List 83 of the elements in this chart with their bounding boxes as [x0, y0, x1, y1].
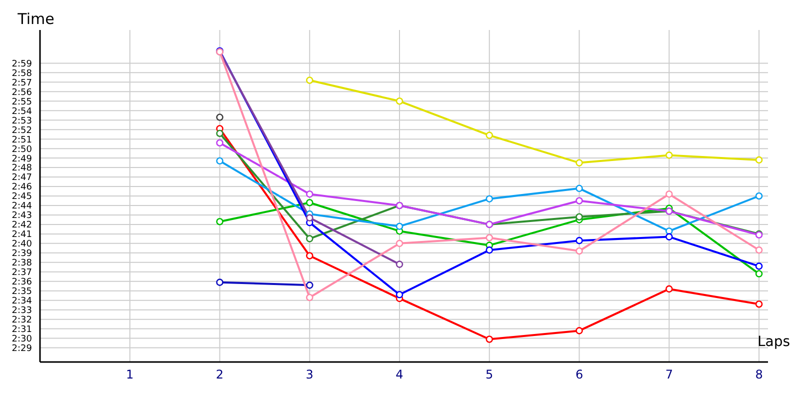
- point: [665, 233, 673, 240]
- point: [396, 222, 404, 230]
- point: [306, 294, 314, 302]
- y-tick-label: 2:43: [12, 211, 32, 222]
- point: [216, 139, 224, 147]
- point: [486, 132, 494, 139]
- x-axis-title: Laps: [757, 334, 790, 350]
- x-tick-label: 1: [126, 368, 134, 382]
- y-tick-label: 2:49: [12, 154, 32, 164]
- y-axis-title: Time: [16, 10, 54, 28]
- point: [396, 291, 404, 298]
- x-tick-label: 5: [486, 368, 494, 382]
- y-tick-label: 2:34: [12, 296, 32, 307]
- point: [576, 213, 583, 221]
- y-tick-label: 2:31: [12, 324, 32, 335]
- point: [306, 235, 314, 242]
- point: [576, 247, 583, 255]
- point: [306, 214, 314, 222]
- x-tick-label: 6: [575, 368, 584, 382]
- y-tick-label: 2:33: [12, 306, 32, 316]
- point: [486, 336, 494, 343]
- point: [396, 240, 404, 248]
- y-tick-label: 2:50: [12, 144, 32, 155]
- point: [665, 152, 673, 159]
- y-tick-label: 2:52: [12, 126, 32, 136]
- point: [755, 300, 763, 308]
- y-tick-label: 2:36: [12, 278, 32, 288]
- x-tick-label: 7: [665, 368, 673, 382]
- point: [755, 270, 763, 278]
- point: [576, 159, 583, 166]
- point: [306, 282, 314, 289]
- point: [306, 76, 314, 84]
- point: [755, 156, 763, 164]
- point: [306, 198, 314, 206]
- point: [216, 157, 224, 165]
- y-tick-label: 2:58: [12, 68, 32, 79]
- y-tick-label: 2:37: [12, 268, 32, 278]
- point: [755, 246, 763, 254]
- y-tick-label: 2:55: [12, 97, 32, 108]
- point: [755, 262, 763, 270]
- y-tick-label: 2:47: [12, 173, 32, 184]
- point: [216, 218, 224, 226]
- point: [396, 97, 404, 105]
- y-tick-label: 2:53: [12, 116, 32, 126]
- y-tick-label: 2:32: [12, 316, 32, 326]
- point: [576, 197, 583, 204]
- point: [396, 260, 404, 268]
- x-tick-label: 8: [755, 368, 763, 382]
- point: [486, 234, 494, 242]
- point: [665, 285, 673, 293]
- y-tick-label: 2:30: [12, 334, 32, 344]
- point: [216, 278, 224, 286]
- x-tick-label: 2: [216, 368, 224, 382]
- y-tick-label: 2:46: [12, 182, 32, 193]
- y-tick-label: 2:40: [12, 240, 32, 250]
- point: [216, 130, 224, 138]
- y-tick-label: 2:45: [12, 192, 32, 202]
- point: [576, 236, 583, 244]
- point: [486, 246, 494, 254]
- y-tick-label: 2:41: [12, 230, 32, 240]
- y-tick-label: 2:35: [12, 287, 32, 298]
- y-tick-label: 2:51: [12, 135, 32, 146]
- y-tick-label: 2:44: [12, 202, 32, 212]
- x-tick-label: 3: [306, 368, 314, 382]
- y-tick-label: 2:42: [12, 220, 32, 231]
- point: [576, 327, 583, 334]
- y-tick-label: 2:39: [12, 249, 32, 260]
- y-tick-label: 2:57: [12, 78, 32, 88]
- x-tick-label: 4: [396, 368, 404, 382]
- point: [306, 252, 314, 260]
- point: [665, 190, 673, 198]
- point: [486, 195, 494, 202]
- point: [216, 114, 224, 121]
- y-tick-label: 2:59: [12, 59, 32, 70]
- y-tick-label: 2:56: [12, 88, 32, 98]
- point: [755, 192, 763, 200]
- point: [306, 190, 314, 198]
- y-tick-label: 2:38: [12, 258, 32, 269]
- y-tick-label: 2:48: [12, 164, 32, 174]
- point: [665, 227, 673, 235]
- y-tick-label: 2:54: [12, 106, 32, 117]
- point: [576, 184, 583, 192]
- y-tick-label: 2:29: [12, 344, 32, 354]
